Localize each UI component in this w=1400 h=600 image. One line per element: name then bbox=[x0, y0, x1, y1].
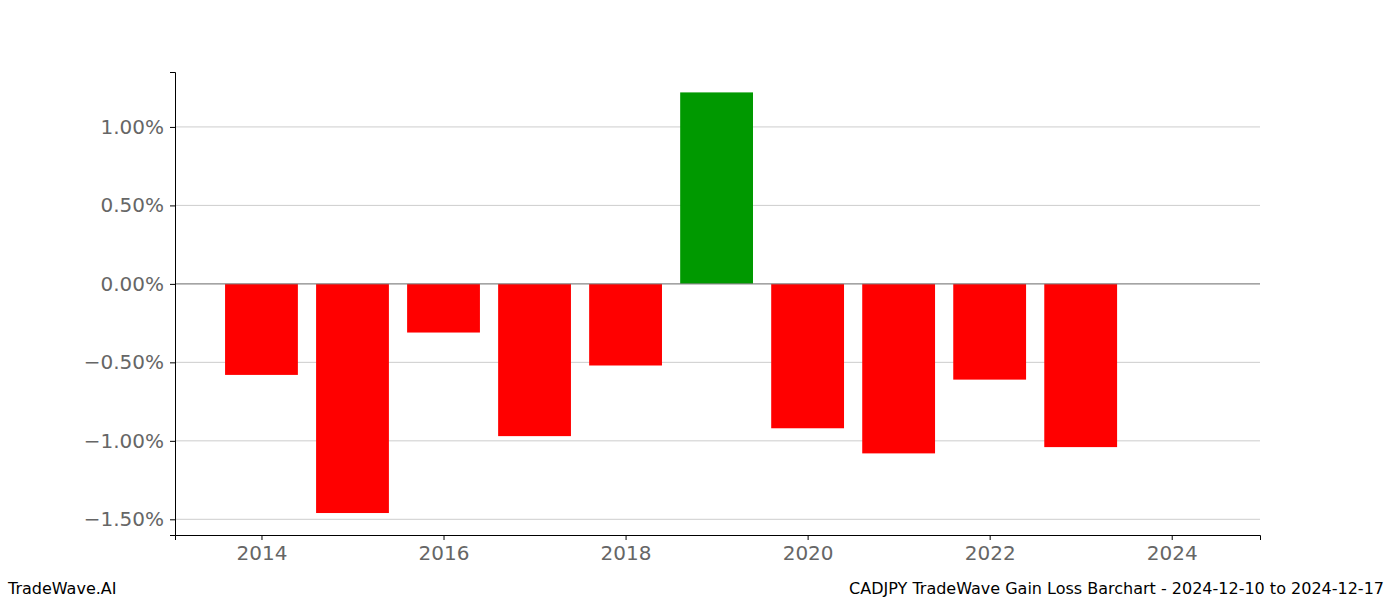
x-axis-line bbox=[176, 536, 1261, 541]
y-tick-mark bbox=[170, 127, 175, 128]
bars bbox=[225, 92, 1117, 513]
x-tick-label: 2018 bbox=[601, 541, 652, 565]
x-tick-label: 2022 bbox=[965, 541, 1016, 565]
y-tick-label: −1.00% bbox=[84, 429, 164, 453]
bar bbox=[680, 92, 753, 283]
x-tick: 2020 bbox=[783, 535, 834, 565]
y-tick: 0.50% bbox=[100, 193, 175, 217]
y-tick-label: −0.50% bbox=[84, 350, 164, 374]
bar bbox=[862, 284, 935, 454]
title: CADJPY TradeWave Gain Loss Barchart - 20… bbox=[849, 579, 1384, 598]
y-tick-mark bbox=[170, 284, 175, 285]
x-tick-label: 2016 bbox=[419, 541, 470, 565]
y-tick-label: 0.50% bbox=[100, 193, 164, 217]
x-tick: 2024 bbox=[1147, 535, 1198, 565]
bar bbox=[1044, 284, 1117, 447]
y-axis-line bbox=[170, 73, 176, 536]
y-tick-label: 0.00% bbox=[100, 272, 164, 296]
bar bbox=[316, 284, 389, 513]
grid-line bbox=[175, 519, 1260, 520]
bar bbox=[589, 284, 662, 366]
x-tick: 2018 bbox=[601, 535, 652, 565]
chart: −1.50%−1.00%−0.50%0.00%0.50%1.00%2014201… bbox=[0, 0, 1400, 600]
x-tick: 2014 bbox=[237, 535, 288, 565]
x-tick-mark bbox=[808, 535, 809, 540]
x-tick-label: 2014 bbox=[237, 541, 288, 565]
bar bbox=[498, 284, 571, 436]
y-tick: −1.00% bbox=[84, 429, 175, 453]
y-tick: 1.00% bbox=[100, 115, 175, 139]
x-tick: 2022 bbox=[965, 535, 1016, 565]
y-axis: −1.50% −1.00% −0.50% 0.00% 0.50% 1.00% bbox=[84, 73, 176, 536]
x-tick-label: 2020 bbox=[783, 541, 834, 565]
y-tick: 0.00% bbox=[100, 272, 175, 296]
y-tick-mark bbox=[170, 519, 175, 520]
bar bbox=[953, 284, 1026, 380]
x-tick-mark bbox=[261, 535, 262, 540]
x-axis: 2014 2016 2018 2020 2022 2024 bbox=[176, 535, 1261, 565]
bar bbox=[407, 284, 480, 333]
y-tick-mark bbox=[170, 205, 175, 206]
x-tick-mark bbox=[626, 535, 627, 540]
x-tick-mark bbox=[1172, 535, 1173, 540]
zero-line bbox=[175, 283, 1260, 284]
y-tick-label: 1.00% bbox=[100, 115, 164, 139]
bar bbox=[225, 284, 298, 375]
y-tick-mark bbox=[170, 362, 175, 363]
y-tick: −0.50% bbox=[84, 350, 175, 374]
watermark: TradeWave.AI bbox=[7, 579, 116, 598]
x-tick: 2016 bbox=[419, 535, 470, 565]
bar bbox=[771, 284, 844, 428]
x-tick-mark bbox=[990, 535, 991, 540]
y-tick-mark bbox=[170, 441, 175, 442]
y-tick-label: −1.50% bbox=[84, 507, 164, 531]
x-tick-label: 2024 bbox=[1147, 541, 1198, 565]
y-tick: −1.50% bbox=[84, 507, 175, 531]
grid-line bbox=[175, 283, 1260, 284]
x-tick-mark bbox=[444, 535, 445, 540]
